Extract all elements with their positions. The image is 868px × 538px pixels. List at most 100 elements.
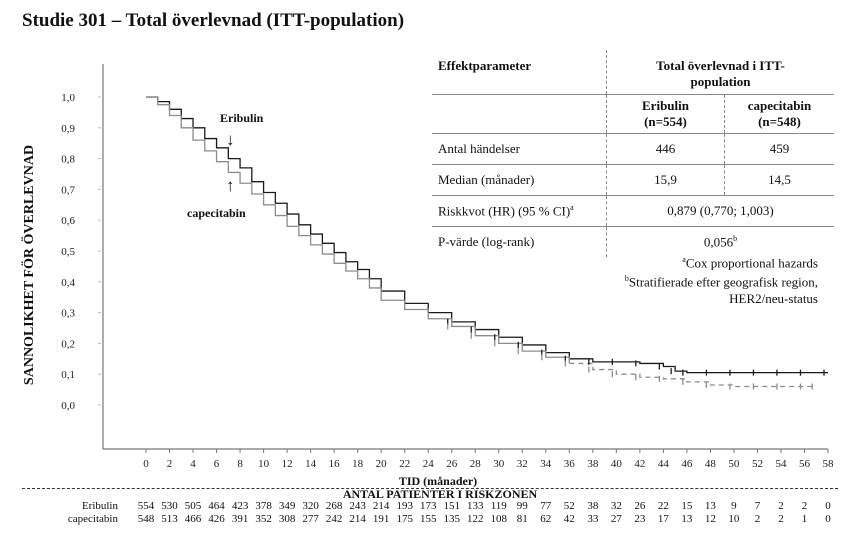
header-param: Effektparameter bbox=[432, 50, 607, 95]
x-tick-label: 46 bbox=[681, 458, 693, 470]
risk-value: 122 bbox=[466, 513, 484, 525]
risk-value: 191 bbox=[372, 513, 390, 525]
x-tick-label: 38 bbox=[587, 458, 599, 470]
risk-value: 155 bbox=[419, 513, 437, 525]
risk-value: 308 bbox=[278, 513, 296, 525]
arm-eribulin: Eribulin (n=554) bbox=[606, 94, 725, 134]
x-tick-label: 26 bbox=[446, 458, 458, 470]
x-axis-label: TID (månader) bbox=[398, 474, 478, 488]
arrow-down-icon: ↓ bbox=[226, 130, 235, 149]
risk-value: 52 bbox=[563, 500, 575, 512]
risk-value: 26 bbox=[634, 500, 646, 512]
risk-value: 33 bbox=[587, 513, 599, 525]
risk-value: 81 bbox=[516, 513, 528, 525]
x-tick-label: 54 bbox=[775, 458, 787, 470]
x-tick-label: 42 bbox=[634, 458, 645, 470]
risk-table-title: ANTAL PATIENTER I RISKZONEN bbox=[342, 487, 538, 501]
risk-value: 38 bbox=[587, 500, 599, 512]
risk-value: 151 bbox=[443, 500, 460, 512]
risk-value: 2 bbox=[778, 513, 784, 525]
divider bbox=[22, 488, 838, 489]
y-tick-label: 0,8 bbox=[61, 154, 75, 166]
arrow-up-icon: ↑ bbox=[226, 176, 235, 195]
y-tick-label: 1,0 bbox=[61, 92, 75, 104]
risk-value: 12 bbox=[704, 513, 716, 525]
curve-capecitabin-tail bbox=[569, 362, 817, 388]
risk-value: 77 bbox=[540, 500, 552, 512]
risk-value: 15 bbox=[681, 500, 693, 512]
page-title: Studie 301 – Total överlevnad (ITT-popul… bbox=[22, 10, 405, 31]
x-tick-label: 34 bbox=[540, 458, 552, 470]
risk-value: 548 bbox=[137, 513, 155, 525]
risk-value: 466 bbox=[184, 513, 202, 525]
effect-table: Effektparameter Total överlevnad i ITT-p… bbox=[432, 50, 834, 257]
x-tick-label: 36 bbox=[564, 458, 576, 470]
y-tick-label: 0,6 bbox=[61, 215, 75, 227]
risk-value: 13 bbox=[681, 513, 693, 525]
risk-value: 349 bbox=[278, 500, 296, 512]
risk-value: 32 bbox=[610, 500, 622, 512]
risk-value: 99 bbox=[516, 500, 528, 512]
risk-value: 513 bbox=[161, 513, 178, 525]
risk-value: 42 bbox=[563, 513, 575, 525]
x-tick-label: 32 bbox=[517, 458, 528, 470]
y-tick-label: 0,9 bbox=[61, 123, 75, 135]
p-value: 0,056b bbox=[703, 233, 738, 250]
risk-value: 193 bbox=[396, 500, 413, 512]
risk-value: 173 bbox=[419, 500, 437, 512]
y-tick-label: 0,3 bbox=[61, 308, 75, 320]
risk-value: 2 bbox=[778, 500, 784, 512]
table-row: Riskkvot (HR) (95 % CI)a 0,879 (0,770; 1… bbox=[432, 195, 834, 227]
x-tick-label: 16 bbox=[329, 458, 341, 470]
x-tick-label: 58 bbox=[823, 458, 835, 470]
x-tick-label: 12 bbox=[282, 458, 293, 470]
y-ticks: 0,0 0,1 0,2 0,3 0,4 0,5 0,6 0,7 0,8 0,9 1,0 bbox=[61, 92, 101, 412]
y-tick-label: 0,2 bbox=[61, 338, 75, 350]
risk-value: 554 bbox=[137, 500, 155, 512]
risk-value: 426 bbox=[208, 513, 225, 525]
y-tick-label: 0,0 bbox=[61, 400, 75, 412]
hr-label: Riskkvot (HR) (95 % CI)a bbox=[432, 195, 607, 227]
y-tick-label: 0,1 bbox=[61, 369, 75, 381]
footnotes: aCox proportional hazards bStratifierade… bbox=[624, 255, 818, 306]
x-tick-label: 8 bbox=[237, 458, 243, 470]
x-tick-label: 18 bbox=[352, 458, 364, 470]
x-tick-label: 20 bbox=[376, 458, 388, 470]
risk-value: 391 bbox=[231, 513, 249, 525]
y-axis-label: SANNOLIKHET FÖR ÖVERLEVNAD bbox=[22, 144, 37, 386]
risk-value: 378 bbox=[255, 500, 272, 512]
x-tick-label: 4 bbox=[190, 458, 196, 470]
x-tick-label: 52 bbox=[752, 458, 763, 470]
risk-value: 13 bbox=[704, 500, 716, 512]
curve-capecitabin bbox=[146, 96, 570, 364]
risk-value: 464 bbox=[208, 500, 225, 512]
risk-value: 352 bbox=[255, 513, 272, 525]
risk-row-label: capecitabin bbox=[67, 513, 118, 525]
annotation-capecitabin: capecitabin bbox=[187, 206, 246, 220]
y-tick-label: 0,4 bbox=[61, 277, 75, 289]
censor-marks bbox=[447, 318, 825, 390]
table-row: Antal händelser 446 459 bbox=[432, 133, 834, 165]
x-tick-label: 2 bbox=[167, 458, 173, 470]
risk-value: 214 bbox=[349, 513, 366, 525]
risk-value: 242 bbox=[325, 513, 343, 525]
risk-value: 133 bbox=[466, 500, 484, 512]
risk-value: 505 bbox=[184, 500, 202, 512]
risk-value: 243 bbox=[349, 500, 366, 512]
header-group: Total överlevnad i ITT-population bbox=[606, 50, 834, 95]
x-tick-label: 28 bbox=[470, 458, 482, 470]
risk-value: 0 bbox=[825, 500, 831, 512]
risk-value: 17 bbox=[657, 513, 669, 525]
x-tick-label: 24 bbox=[423, 458, 435, 470]
risk-value: 9 bbox=[731, 500, 737, 512]
risk-value: 22 bbox=[657, 500, 669, 512]
risk-row-label: Eribulin bbox=[81, 500, 118, 512]
x-tick-label: 10 bbox=[258, 458, 270, 470]
risk-value: 277 bbox=[302, 513, 319, 525]
x-tick-label: 22 bbox=[399, 458, 410, 470]
risk-value: 2 bbox=[754, 513, 761, 525]
x-tick-label: 6 bbox=[214, 458, 220, 470]
risk-value: 7 bbox=[754, 500, 761, 512]
risk-value: 214 bbox=[372, 500, 390, 512]
